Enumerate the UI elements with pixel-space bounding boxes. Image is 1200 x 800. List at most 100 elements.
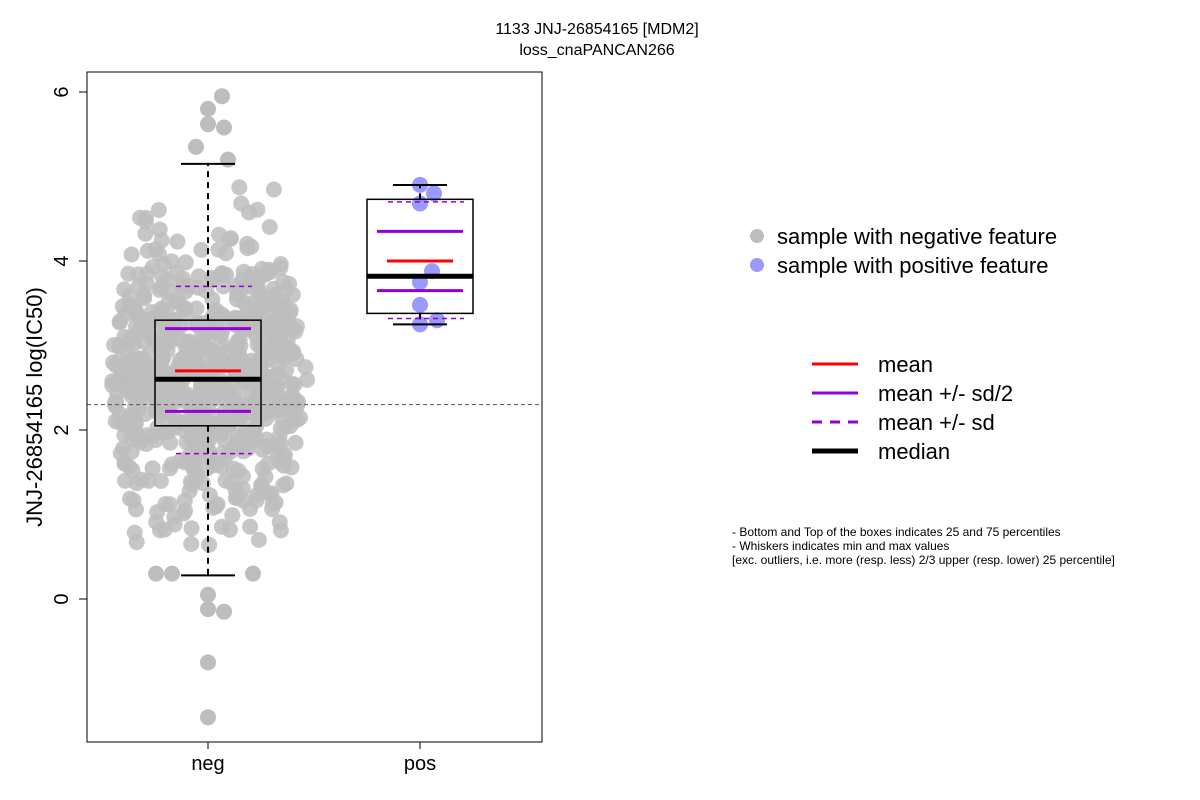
neg-sample-point [239, 240, 256, 257]
neg-sample-point [136, 287, 153, 304]
neg-sample-point [155, 255, 172, 272]
neg-sample-point [222, 444, 238, 460]
neg-sample-point [275, 477, 292, 494]
neg-sample-point [283, 375, 300, 392]
neg-sample-point [172, 352, 189, 369]
y-tick-label: 4 [51, 255, 73, 266]
neg-sample-point [247, 401, 264, 418]
neg-sample-point [185, 434, 202, 451]
neg-sample-point [221, 521, 238, 538]
neg-sample-point [182, 473, 199, 490]
neg-sample-point [164, 565, 180, 582]
neg-sample-point [221, 231, 238, 248]
neg-sample-point [265, 334, 282, 350]
neg-sample-point [259, 438, 276, 455]
neg-sample-point [273, 300, 289, 317]
neg-sample-point [299, 371, 316, 388]
neg-sample-point [231, 179, 248, 196]
neg-sample-point [201, 536, 218, 553]
neg-sample-point [177, 300, 194, 317]
neg-sample-point [242, 500, 258, 517]
neg-sample-point [188, 138, 204, 155]
legend-points: sample with negative feature sample with … [750, 224, 1057, 278]
neg-sample-point [175, 505, 192, 522]
neg-sample-point [287, 323, 304, 340]
neg-sample-point [123, 246, 140, 263]
neg-sample-point [152, 522, 168, 539]
legend-point-swatch [750, 229, 764, 243]
neg-sample-point [152, 473, 169, 489]
neg-sample-point [220, 151, 236, 168]
neg-sample-point [128, 534, 145, 551]
neg-sample-point [133, 471, 150, 488]
neg-sample-point [265, 181, 282, 198]
neg-sample-point [209, 496, 226, 513]
neg-sample-point [149, 419, 166, 436]
neg-sample-point [181, 447, 198, 464]
neg-sample-point [210, 241, 227, 258]
neg-sample-point [216, 603, 232, 620]
neg-sample-point [257, 410, 274, 427]
neg-sample-point [230, 344, 247, 360]
chart-title-line-1: 1133 JNJ-26854165 [MDM2] [495, 21, 698, 38]
y-tick-label: 6 [51, 86, 73, 97]
neg-sample-point [254, 370, 271, 387]
neg-sample-point [143, 304, 160, 321]
neg-sample-point [107, 398, 124, 415]
legend-point-swatch [750, 258, 764, 272]
neg-sample-point [273, 409, 290, 426]
neg-sample-point [138, 436, 155, 452]
neg-sample-point [207, 314, 224, 331]
pos-sample-point [429, 312, 445, 329]
neg-sample-point [137, 225, 154, 242]
neg-sample-point [190, 268, 207, 285]
neg-sample-point [287, 434, 304, 451]
box-iqr [154, 319, 262, 427]
box-layer [154, 162, 474, 577]
axis-layer: 0 2 4 6 neg pos [51, 86, 436, 775]
neg-sample-point [189, 336, 206, 353]
chart-title: 1133 JNJ-26854165 [MDM2] loss_cnaPANCAN2… [495, 21, 698, 59]
method-note-line: - Whiskers indicates min and max values [732, 539, 949, 553]
neg-sample-point [216, 119, 232, 136]
legend-line-label: mean +/- sd/2 [878, 381, 1013, 406]
neg-sample-point [200, 116, 216, 133]
neg-sample-point [158, 272, 175, 289]
neg-sample-point [153, 385, 170, 402]
neg-sample-point [224, 507, 241, 524]
method-notes: - Bottom and Top of the boxes indicates … [732, 525, 1115, 567]
neg-sample-point [242, 518, 259, 535]
neg-sample-point [139, 265, 156, 282]
neg-sample-point [275, 457, 292, 474]
neg-sample-point [115, 416, 132, 433]
pos-sample-point [426, 185, 442, 202]
chart-title-line-2: loss_cnaPANCAN266 [519, 42, 674, 59]
neg-sample-point [211, 378, 228, 395]
neg-sample-point [120, 349, 137, 366]
neg-sample-point [169, 233, 186, 250]
neg-sample-point [183, 520, 200, 537]
neg-sample-point [127, 415, 144, 432]
box-iqr [366, 198, 474, 315]
neg-sample-point [151, 221, 168, 238]
neg-sample-point [198, 282, 215, 299]
neg-sample-point [177, 254, 194, 271]
neg-sample-point [161, 496, 178, 513]
neg-sample-point [193, 241, 210, 258]
neg-sample-point [292, 409, 308, 426]
neg-sample-point [126, 298, 143, 315]
neg-sample-point [271, 428, 288, 445]
legend-lines: mean mean +/- sd/2 mean +/- sd median [812, 352, 1013, 464]
neg-sample-point [173, 276, 190, 293]
neg-sample-point [225, 460, 242, 477]
neg-sample-point [148, 565, 164, 582]
neg-sample-point [267, 313, 284, 330]
neg-sample-point [162, 460, 178, 477]
neg-sample-point [177, 338, 194, 355]
neg-sample-point [118, 381, 135, 398]
y-axis-label: JNJ-26854165 log(IC50) [22, 287, 47, 527]
neg-sample-point [272, 256, 289, 273]
neg-sample-point [212, 355, 229, 372]
neg-sample-point [214, 88, 230, 105]
neg-sample-point [122, 490, 138, 507]
